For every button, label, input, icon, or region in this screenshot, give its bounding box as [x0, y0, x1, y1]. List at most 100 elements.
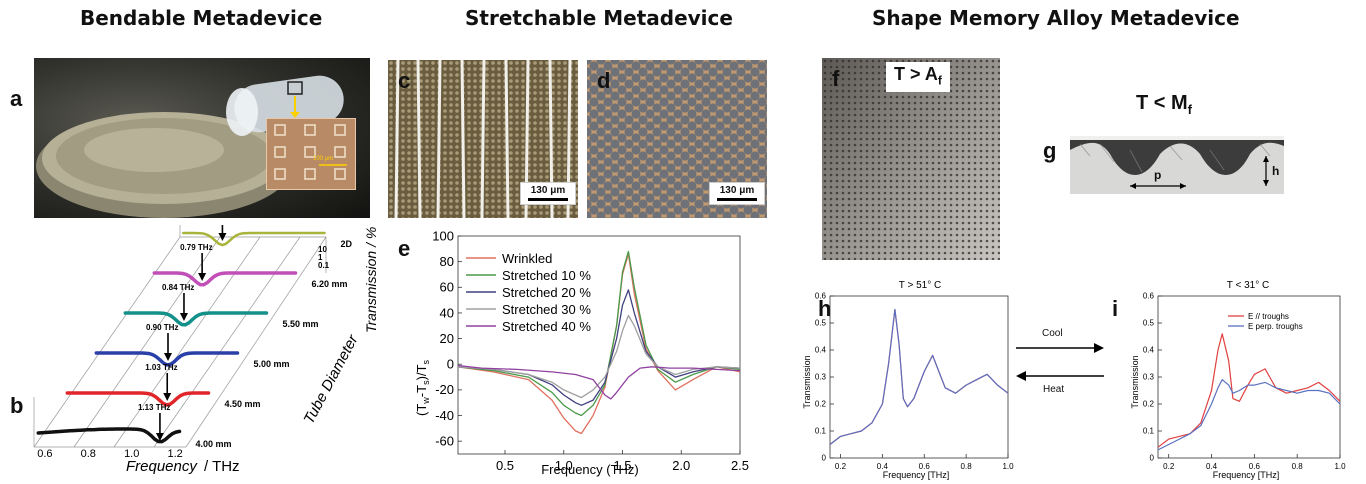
h-ytick-label: 0.5 — [815, 319, 827, 328]
h-xtick-label: 1.0 — [1002, 462, 1014, 471]
d-scale-bar: 130 μm — [709, 182, 765, 205]
e-xtick-label: 2.5 — [731, 458, 749, 473]
b-ztick-label: 10 — [318, 245, 327, 254]
panel-label-b: b — [10, 393, 24, 418]
b-series-name-5: 4.50 mm — [224, 399, 260, 409]
e-series-line-4 — [457, 314, 741, 399]
d-scale-label: 130 μm — [719, 185, 755, 196]
b-dip-label-5: 1.03 THz — [145, 363, 177, 372]
i-ytick-label: 0.5 — [1143, 319, 1155, 328]
e-ylabel-sub-1: w — [421, 397, 431, 405]
b-dip-arrowhead-4 — [164, 353, 172, 361]
h-xtick-label: 0.8 — [961, 462, 973, 471]
h-xtick-label: 0.4 — [877, 462, 889, 471]
corrugated-sheet-illustration — [1070, 140, 1284, 194]
e-ytick-label: 40 — [440, 305, 454, 320]
d-scale-line — [717, 198, 757, 201]
b-ztick-label: 0.1 — [318, 261, 330, 270]
b-series-line-5 — [65, 391, 211, 407]
e-axes: 0.5 1.0 1.5 2.0 2.5 100 80 60 40 20 0 -20 -40 -60 — [432, 228, 749, 473]
b-series-line-2 — [152, 271, 298, 287]
title-bendable: Bendable Metadevice — [80, 6, 323, 30]
b-series-line-6 — [36, 427, 182, 444]
cool-heat-arrows — [1016, 343, 1104, 381]
i-ytick-label: 0 — [1150, 454, 1155, 463]
i-legend-label-1: E // troughs — [1248, 312, 1289, 321]
e-ylabel-part-1: (T — [414, 404, 429, 416]
g-condition-label: T < Mf — [1136, 92, 1192, 117]
b-xtick-label: 0.6 — [37, 448, 52, 460]
i-axes: 0.2 0.4 0.6 0.8 1.0 0 0.1 0.2 0.3 0.4 0.5 0.6 — [1143, 292, 1346, 471]
b-dip-arrowhead-6 — [155, 433, 164, 441]
e-xlabel: Frequency (THz) — [541, 462, 639, 477]
i-series-line-2 — [1157, 379, 1341, 451]
i-ytick-label: 0.3 — [1143, 373, 1155, 382]
e-ytick-label: 60 — [440, 280, 454, 295]
panel-label-d: d — [597, 68, 611, 93]
f-condition-sub: f — [937, 73, 942, 88]
b-ylabel: Tube Diameter — [301, 331, 363, 426]
b-ztick-label: 1 — [318, 253, 323, 262]
e-series-line-1 — [457, 253, 741, 435]
h-ytick-label: 0 — [822, 454, 827, 463]
c-scale-bar: 130 μm — [520, 182, 576, 205]
e-ylabel-sub-3: s — [421, 360, 431, 365]
e-ytick-label: 80 — [440, 254, 454, 269]
i-xtick-label: 1.0 — [1334, 462, 1346, 471]
heat-arrow-head — [1016, 371, 1026, 381]
e-series-line-3 — [457, 289, 741, 406]
i-legend-label-2: E perp. troughs — [1248, 322, 1303, 331]
e-legend-label-2: Stretched 10 % — [502, 268, 591, 283]
b-dip-label-3: 0.84 THz — [162, 283, 194, 292]
panel-label-c: c — [398, 68, 411, 93]
i-series-line-1 — [1157, 333, 1341, 448]
e-series-group — [457, 250, 741, 435]
e-ylabel-part-2: -T — [414, 385, 429, 397]
b-series-name-3: 5.50 mm — [282, 319, 318, 329]
panel-label-e: e — [398, 236, 411, 261]
h-ytick-label: 0.6 — [815, 292, 827, 301]
panel-label-g: g — [1043, 138, 1057, 163]
e-ylabel-part-3: )/T — [414, 364, 429, 380]
panel-label-h: h — [818, 296, 832, 321]
e-xtick-label: 2.0 — [672, 458, 690, 473]
b-grid — [33, 225, 327, 448]
h-xtick-label: 0.2 — [835, 462, 847, 471]
h-ytick-label: 0.1 — [815, 427, 827, 436]
i-ytick-label: 0.6 — [1143, 292, 1155, 301]
h-series-group — [829, 308, 1009, 445]
b-xlabel-unit: / THz — [204, 458, 240, 475]
e-plot-frame — [457, 235, 741, 455]
i-xtick-label: 0.2 — [1163, 462, 1175, 471]
c-scale-line — [528, 198, 568, 201]
hexagon-array-photo: 130 μm — [587, 60, 767, 218]
b-dip-arrowhead-5 — [163, 393, 172, 401]
e-xtick-label: 1.0 — [555, 458, 573, 473]
e-legend-label-5: Stretched 40 % — [502, 319, 591, 334]
b-dip-label-4: 0.90 THz — [146, 323, 178, 332]
panel-label-f: f — [832, 66, 840, 91]
g-condition-main: T < M — [1136, 92, 1188, 114]
b-series-name-1: 2D — [340, 239, 352, 249]
e-series-line-5 — [457, 364, 741, 400]
h-xlabel: Frequency [THz] — [883, 470, 950, 480]
e-legend-label-1: Wrinkled — [502, 251, 552, 266]
c-scale-label: 130 μm — [530, 185, 566, 196]
e-series-line-2 — [457, 250, 741, 417]
sma-dot-array-illustration — [822, 58, 1000, 260]
h-ytick-label: 0.2 — [815, 400, 827, 409]
h-title: T > 51° C — [899, 280, 941, 291]
b-series-name-6: 4.00 mm — [195, 439, 231, 449]
panel-label-i: i — [1112, 296, 1119, 321]
wrinkled-sample-photo: 130 μm — [388, 60, 578, 218]
b-dip-arrowhead-2 — [198, 273, 207, 281]
cool-label: Cool — [1042, 328, 1063, 339]
i-title: T < 31° C — [1227, 280, 1269, 291]
e-ytick-label: 20 — [440, 331, 454, 346]
g-condition-sub: f — [1187, 102, 1193, 117]
e-ytick-label: 100 — [432, 228, 454, 243]
heat-label: Heat — [1043, 384, 1065, 395]
b-series-line-3 — [123, 311, 269, 327]
i-series-group — [1157, 333, 1341, 451]
